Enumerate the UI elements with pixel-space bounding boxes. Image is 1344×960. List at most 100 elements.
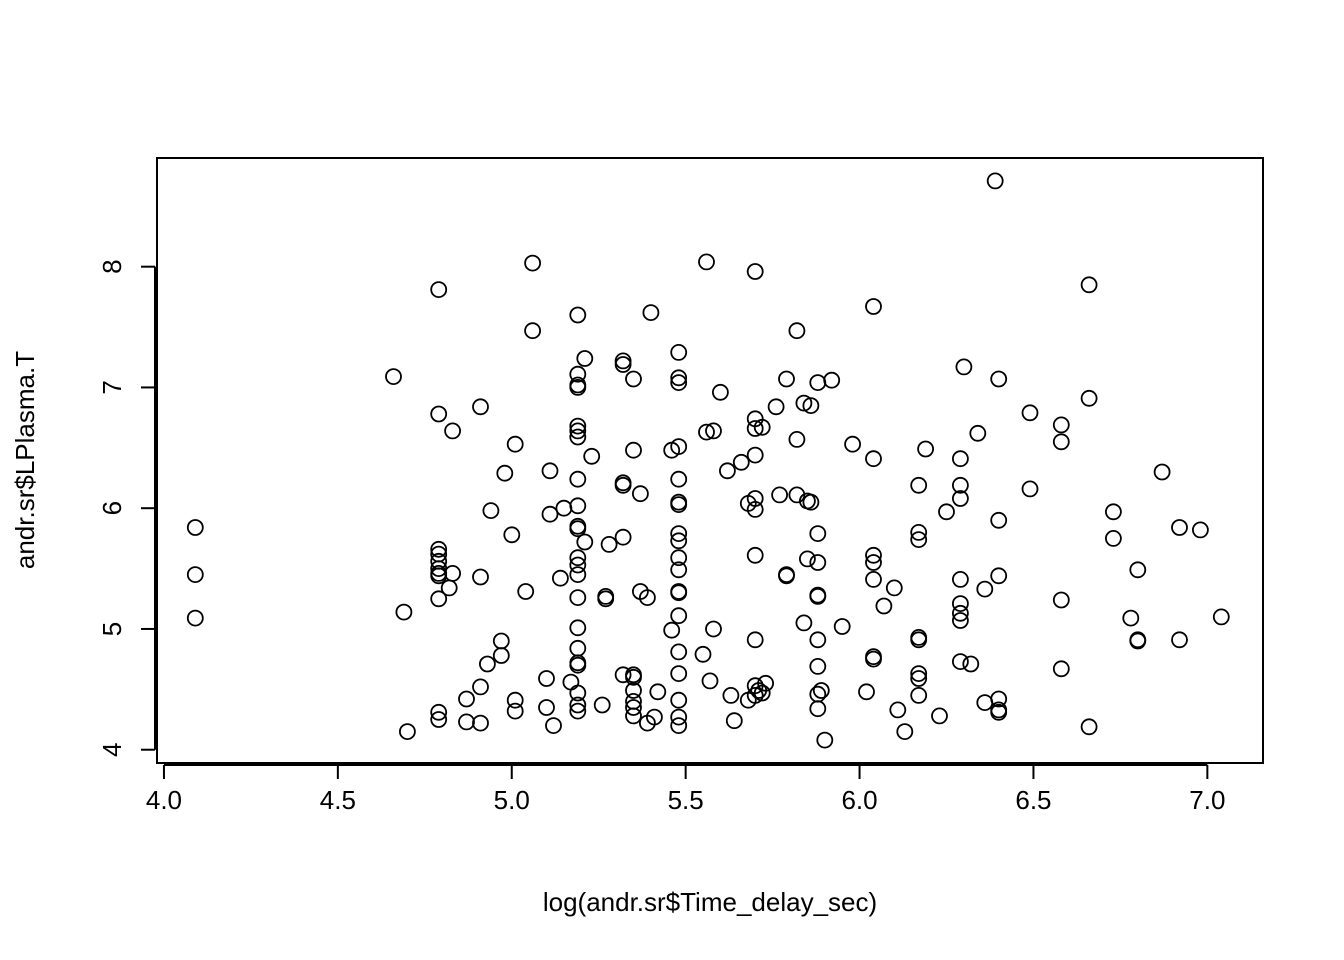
data-point bbox=[788, 322, 806, 340]
data-point bbox=[725, 712, 743, 730]
data-point bbox=[1129, 632, 1147, 650]
data-point bbox=[576, 350, 594, 367]
data-point bbox=[799, 550, 816, 568]
data-point bbox=[1080, 389, 1098, 407]
data-point bbox=[517, 583, 535, 600]
data-point bbox=[492, 647, 510, 664]
data-point bbox=[698, 423, 715, 441]
data-point bbox=[670, 343, 688, 361]
data-point bbox=[625, 668, 642, 686]
data-point bbox=[472, 398, 489, 416]
data-point bbox=[524, 254, 541, 272]
data-point bbox=[569, 549, 587, 567]
data-point bbox=[398, 723, 416, 740]
data-point bbox=[910, 524, 928, 541]
data-point bbox=[1212, 608, 1230, 626]
data-point bbox=[649, 683, 667, 701]
data-point bbox=[482, 502, 500, 520]
data-point bbox=[524, 322, 541, 340]
data-point bbox=[569, 497, 587, 515]
data-point bbox=[569, 520, 587, 538]
data-point bbox=[569, 428, 587, 446]
data-point bbox=[614, 528, 632, 546]
data-point bbox=[541, 505, 559, 523]
data-point bbox=[569, 589, 587, 606]
data-point bbox=[569, 422, 587, 440]
data-point bbox=[705, 620, 722, 638]
data-point bbox=[562, 673, 580, 691]
data-point bbox=[767, 398, 785, 416]
x-tick-label: 5.0 bbox=[494, 785, 530, 815]
data-point bbox=[569, 566, 587, 583]
data-point bbox=[1105, 503, 1122, 521]
data-point bbox=[1021, 480, 1039, 498]
data-point bbox=[917, 440, 934, 458]
data-point bbox=[795, 614, 813, 632]
data-point bbox=[506, 435, 524, 453]
data-point bbox=[1171, 519, 1188, 536]
data-point bbox=[990, 567, 1008, 585]
y-tick-label: 6 bbox=[97, 501, 127, 515]
data-point bbox=[701, 672, 719, 690]
data-point bbox=[833, 618, 851, 635]
data-point bbox=[1122, 609, 1140, 627]
data-point bbox=[746, 631, 764, 649]
data-point bbox=[788, 430, 806, 448]
x-tick-label: 6.0 bbox=[841, 785, 877, 815]
data-point bbox=[670, 708, 688, 726]
data-point bbox=[865, 571, 882, 588]
data-point bbox=[1052, 591, 1070, 609]
y-tick-label: 8 bbox=[97, 259, 127, 273]
data-point bbox=[458, 690, 475, 708]
data-point bbox=[694, 645, 712, 663]
data-point bbox=[952, 450, 969, 468]
data-point bbox=[444, 565, 462, 582]
data-point bbox=[746, 420, 764, 437]
data-point bbox=[1052, 416, 1070, 434]
data-point bbox=[885, 579, 903, 597]
data-point bbox=[809, 588, 827, 605]
data-point bbox=[778, 370, 795, 388]
data-point bbox=[865, 650, 882, 668]
data-point bbox=[910, 670, 928, 687]
y-tick-label: 5 bbox=[97, 622, 127, 636]
data-point bbox=[538, 670, 555, 687]
data-point bbox=[670, 584, 688, 602]
data-point bbox=[1192, 521, 1209, 539]
data-point bbox=[472, 714, 489, 732]
data-point bbox=[670, 691, 688, 709]
data-point bbox=[705, 422, 722, 440]
data-point bbox=[795, 394, 813, 412]
y-tick-label: 7 bbox=[97, 380, 127, 394]
data-point bbox=[910, 476, 928, 494]
data-point bbox=[506, 691, 524, 709]
data-point bbox=[440, 579, 458, 597]
data-point bbox=[186, 519, 204, 536]
data-point bbox=[444, 422, 462, 440]
data-point bbox=[625, 441, 642, 459]
data-point bbox=[395, 603, 413, 621]
data-point bbox=[646, 708, 663, 726]
data-point bbox=[430, 703, 448, 721]
data-point bbox=[1052, 433, 1070, 451]
data-point bbox=[625, 370, 642, 388]
data-point bbox=[889, 701, 907, 719]
data-point bbox=[569, 378, 587, 396]
data-point bbox=[430, 590, 448, 608]
data-point bbox=[503, 526, 521, 544]
data-point bbox=[614, 476, 632, 494]
data-point bbox=[625, 699, 642, 716]
data-point bbox=[732, 453, 750, 471]
data-point bbox=[569, 365, 587, 383]
data-point bbox=[910, 631, 928, 649]
data-point bbox=[986, 172, 1004, 190]
data-point bbox=[990, 511, 1008, 529]
data-point bbox=[757, 674, 774, 692]
data-point bbox=[569, 696, 587, 714]
data-point bbox=[670, 369, 688, 387]
x-tick-label: 4.0 bbox=[146, 785, 182, 815]
data-point bbox=[1153, 463, 1171, 481]
data-point bbox=[809, 525, 827, 542]
y-tick-label: 4 bbox=[97, 742, 127, 756]
data-point bbox=[600, 536, 618, 553]
